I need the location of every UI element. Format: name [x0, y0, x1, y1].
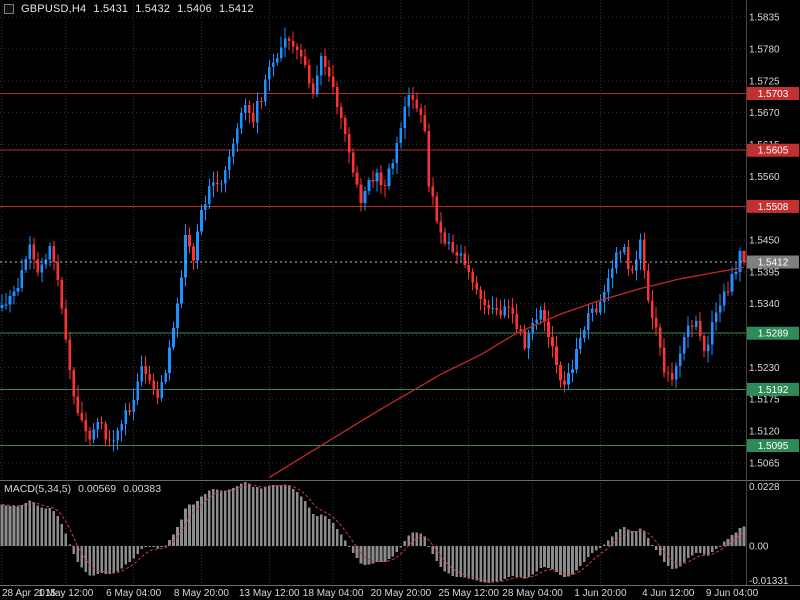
svg-text:1.5670: 1.5670 [749, 108, 780, 119]
svg-text:1.5289: 1.5289 [758, 329, 789, 340]
svg-text:1.5560: 1.5560 [749, 172, 780, 183]
svg-text:1.5230: 1.5230 [749, 363, 780, 374]
support-price-label: 1.5192 [747, 382, 799, 396]
resistance-price-label: 1.5508 [747, 199, 799, 213]
svg-text:1.5175: 1.5175 [749, 395, 780, 406]
svg-text:1.5835: 1.5835 [749, 13, 780, 24]
ohlc-high: 1.5432 [135, 3, 171, 15]
vertical-gridlines [1, 0, 733, 583]
svg-text:1.5340: 1.5340 [749, 299, 780, 310]
svg-text:1.5725: 1.5725 [749, 76, 780, 87]
chart-marker-icon [4, 4, 14, 14]
svg-text:6 May 04:00: 6 May 04:00 [106, 588, 161, 599]
current-price-label: 1.5412 [747, 255, 799, 269]
svg-text:18 May 04:00: 18 May 04:00 [303, 588, 364, 599]
svg-text:1.5780: 1.5780 [749, 44, 780, 55]
macd-value-signal: 0.00383 [123, 483, 162, 495]
symbol-period-label: GBPUSD,H4 [21, 3, 87, 15]
svg-text:1 May 12:00: 1 May 12:00 [38, 588, 93, 599]
svg-text:9 Jun 04:00: 9 Jun 04:00 [706, 588, 759, 599]
svg-text:13 May 12:00: 13 May 12:00 [239, 588, 300, 599]
candles-layer [0, 27, 746, 452]
svg-text:28 Apr 2015: 28 Apr 2015 [2, 588, 56, 599]
macd-name: MACD(5,34,5) [4, 483, 72, 495]
svg-text:4 Jun 12:00: 4 Jun 12:00 [642, 588, 695, 599]
svg-text:20 May 20:00: 20 May 20:00 [371, 588, 432, 599]
svg-text:1.5065: 1.5065 [749, 458, 780, 469]
macd-histogram [0, 482, 746, 583]
chart-header: GBPUSD,H4 1.5431 1.5432 1.5406 1.5412 [4, 3, 254, 15]
svg-text:1 Jun 20:00: 1 Jun 20:00 [574, 588, 627, 599]
svg-text:1.5703: 1.5703 [758, 89, 789, 100]
svg-text:1.5450: 1.5450 [749, 236, 780, 247]
macd-signal-line [1, 484, 745, 583]
price-axis-labels: 1.58351.57801.57251.56701.56151.55601.55… [749, 13, 780, 470]
svg-text:0.00: 0.00 [749, 541, 769, 552]
pane-separators [0, 0, 800, 586]
moving-average-line [268, 266, 745, 478]
svg-text:1.5412: 1.5412 [758, 258, 789, 269]
svg-text:0.0228: 0.0228 [749, 482, 780, 493]
svg-text:1.5120: 1.5120 [749, 427, 780, 438]
svg-text:1.5095: 1.5095 [758, 441, 789, 452]
svg-text:1.5192: 1.5192 [758, 385, 789, 396]
level-label-boxes: 1.5703 1.5605 1.5508 1.5289 1.5192 1.5095 1.54… [747, 86, 799, 453]
svg-text:25 May 12:00: 25 May 12:00 [438, 588, 499, 599]
svg-text:8 May 20:00: 8 May 20:00 [174, 588, 229, 599]
svg-text:1.5508: 1.5508 [758, 202, 789, 213]
macd-indicator-label: MACD(5,34,5) 0.00569 0.00383 [4, 483, 161, 495]
support-price-label: 1.5289 [747, 326, 799, 340]
ohlc-close: 1.5412 [218, 3, 254, 15]
support-price-label: 1.5095 [747, 439, 799, 453]
horizontal-gridlines [0, 16, 746, 547]
ohlc-open: 1.5431 [93, 3, 129, 15]
level-lines [0, 92, 746, 447]
svg-text:-0.01331: -0.01331 [749, 576, 789, 587]
resistance-price-label: 1.5605 [747, 143, 799, 157]
ohlc-low: 1.5406 [177, 3, 212, 15]
macd-value-main: 0.00569 [78, 483, 117, 495]
svg-text:1.5395: 1.5395 [749, 267, 780, 278]
svg-text:28 May 04:00: 28 May 04:00 [502, 588, 563, 599]
svg-text:1.5605: 1.5605 [758, 146, 789, 157]
resistance-price-label: 1.5703 [747, 86, 799, 100]
macd-axis-labels: 0.0228 0.00 -0.01331 [749, 482, 789, 587]
